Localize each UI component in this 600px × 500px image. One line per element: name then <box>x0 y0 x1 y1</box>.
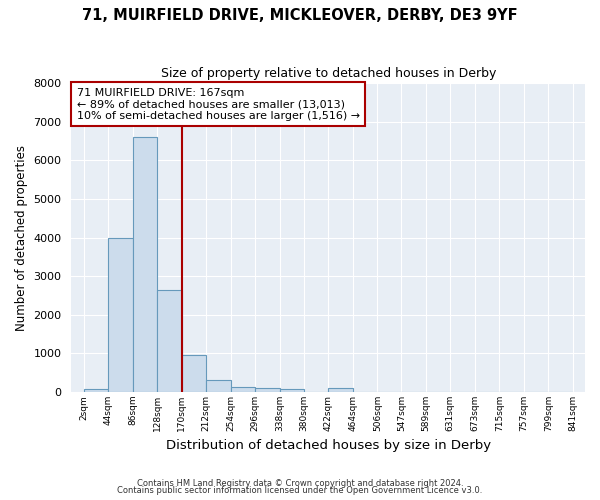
Text: Contains HM Land Registry data © Crown copyright and database right 2024.: Contains HM Land Registry data © Crown c… <box>137 478 463 488</box>
Text: 71 MUIRFIELD DRIVE: 167sqm
← 89% of detached houses are smaller (13,013)
10% of : 71 MUIRFIELD DRIVE: 167sqm ← 89% of deta… <box>77 88 359 121</box>
Bar <box>182 356 206 392</box>
Bar <box>108 238 133 392</box>
Bar <box>280 388 304 392</box>
Bar <box>157 290 182 392</box>
Text: 71, MUIRFIELD DRIVE, MICKLEOVER, DERBY, DE3 9YF: 71, MUIRFIELD DRIVE, MICKLEOVER, DERBY, … <box>82 8 518 22</box>
X-axis label: Distribution of detached houses by size in Derby: Distribution of detached houses by size … <box>166 440 491 452</box>
Bar <box>133 137 157 392</box>
Bar <box>328 388 353 392</box>
Bar <box>83 390 108 392</box>
Title: Size of property relative to detached houses in Derby: Size of property relative to detached ho… <box>161 68 496 80</box>
Bar <box>206 380 230 392</box>
Bar <box>255 388 280 392</box>
Text: Contains public sector information licensed under the Open Government Licence v3: Contains public sector information licen… <box>118 486 482 495</box>
Y-axis label: Number of detached properties: Number of detached properties <box>15 144 28 330</box>
Bar <box>230 387 255 392</box>
